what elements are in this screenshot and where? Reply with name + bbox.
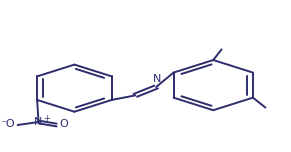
Text: N: N (153, 74, 162, 84)
Text: N: N (34, 117, 43, 127)
Text: ⁻O: ⁻O (0, 119, 15, 129)
Text: O: O (59, 119, 68, 129)
Text: +: + (43, 114, 50, 123)
